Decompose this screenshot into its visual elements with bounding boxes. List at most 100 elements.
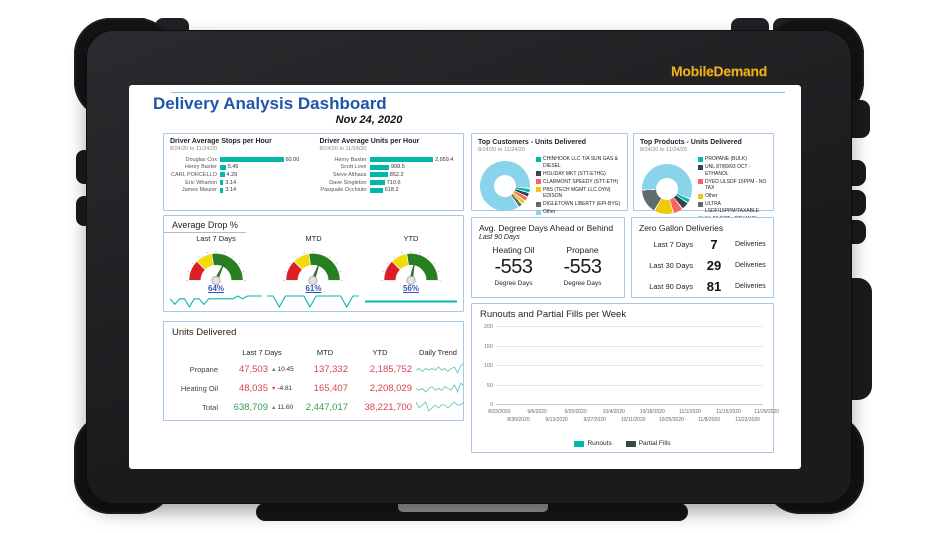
legend-item[interactable]: HOLIDAY MKT (STT-ETHG) [536, 171, 621, 178]
bar-value-label: 5.45 [227, 164, 239, 171]
gauge-value-link[interactable]: 56% [402, 284, 419, 293]
kpi-value: 7 [710, 236, 718, 252]
legend-swatch [536, 171, 541, 176]
gauge-dial[interactable]: 0 50 100 [273, 243, 353, 286]
legend-item[interactable]: UNL 87/89/93 OCT - ETHANOL [698, 164, 767, 177]
legend-item[interactable]: Runouts [574, 440, 612, 447]
bar[interactable] [369, 187, 383, 193]
legend-item[interactable]: Partial Fills [625, 440, 671, 447]
legend-label: Partial Fills [638, 440, 671, 447]
kpi-delta: ▲ 11.60 [268, 398, 302, 417]
stops-bar-chart: Douglas Cox 60.00 Henry Baxter 5.45 CARL POR… [170, 156, 308, 194]
y-axis-label: 150 [483, 343, 493, 350]
gauge-value-link[interactable]: 61% [305, 284, 322, 293]
gauge-value-link[interactable]: 64% [208, 284, 225, 293]
bar-plot-area: 0 50 100 150 200 [484, 324, 763, 408]
x-axis-label: 8/30/2020 [507, 417, 530, 423]
legend-item[interactable]: Other [536, 209, 621, 216]
gauge-dial[interactable]: 0 50 100 [371, 243, 451, 286]
legend-item[interactable]: ULTRA LSDF/15PPM/TAXABLE [698, 201, 767, 214]
bar-track: 2,959.4 [369, 157, 458, 163]
row-label: Total [202, 403, 218, 412]
svg-text:50: 50 [413, 258, 417, 262]
gauge[interactable]: YTD 0 50 100 56% [363, 234, 459, 308]
x-axis-label: 10/25/2020 [658, 417, 684, 423]
chart-title: Runouts and Partial Fills per Week [480, 309, 627, 320]
bar-row: Dave Singleton 710.6 [320, 179, 458, 187]
x-axis-label: 8/23/2020 [488, 409, 511, 415]
legend-item[interactable]: DYED ULSDF 15PPM - NO TAX [698, 179, 767, 192]
products-donut-chart[interactable] [642, 164, 692, 214]
bar[interactable] [220, 180, 224, 186]
delta-down-icon: ▼ [271, 385, 277, 392]
gauge-dial[interactable]: 0 50 100 [176, 243, 256, 286]
customers-donut-chart[interactable] [480, 160, 530, 211]
legend-swatch [698, 179, 703, 184]
kpi-row: Last 7 Days 7 Deliveries [639, 234, 766, 254]
daily-trend-sparkline [412, 361, 465, 379]
bar-track: 5.45 [220, 164, 308, 170]
bar[interactable] [369, 180, 385, 186]
kpi-ytd-value: 2,208,029 [369, 383, 412, 394]
bar[interactable] [220, 164, 226, 170]
kpi-row: Last 90 Days 81 Deliveries [639, 276, 766, 296]
chart-title: Average Drop % [172, 220, 238, 230]
legend-swatch [698, 164, 703, 170]
column-header: Daily Trend [419, 348, 457, 357]
kpi-delta: ▲ 10.45 [268, 360, 302, 379]
legend-swatch [536, 209, 541, 215]
bar-row: Scott Love 908.5 [320, 164, 458, 172]
legend-item[interactable]: PROPANE (BULK) [698, 156, 767, 163]
svg-text:100: 100 [236, 276, 242, 280]
legend-item[interactable]: CLARMONT SPEEDY (STT-ETH) [536, 179, 621, 186]
bar-value-label: 60.00 [285, 156, 300, 163]
bar-value-label: 908.5 [390, 164, 405, 171]
bar[interactable] [220, 157, 284, 163]
bar[interactable] [220, 187, 224, 193]
bar-category-label: James Maurer [181, 187, 217, 194]
kpi-last7-value: 638,709 [233, 402, 268, 413]
chart-subtitle: 8/24/20 to 11/24/20 [478, 147, 525, 153]
delta-value: 10.45 [277, 366, 294, 373]
bar-track: 852.2 [369, 172, 458, 178]
x-axis-label: 9/6/2020 [527, 409, 547, 415]
bar-track: 3.14 [220, 180, 308, 186]
legend-item[interactable]: Other [698, 193, 767, 200]
bar[interactable] [220, 172, 225, 178]
spacer [170, 348, 222, 360]
bar[interactable] [369, 164, 389, 170]
legend-label: ULTRA LSDF/15PPM/TAXABLE [705, 201, 760, 214]
donut-layout: PROPANE (BULK) UNL 87/89/93 OCT - ETHANOL… [640, 156, 767, 222]
bar-track: 4.29 [220, 172, 308, 178]
bar-value-label: 710.6 [386, 179, 401, 186]
bar-category-label: Eric Wharton [185, 179, 217, 186]
dashboard-date: Nov 24, 2020 [335, 114, 403, 126]
heating-oil-metric: Heating Oil -553 Degree Days [479, 245, 548, 287]
bar-category-label: Henry Baxter [334, 156, 367, 163]
svg-text:100: 100 [333, 276, 339, 280]
bar-row: James Maurer 3.14 [170, 186, 308, 194]
legend-item[interactable]: DIGLETOWN LIBERTY (EPI-BYG) [536, 201, 621, 208]
legend-item[interactable]: CHINHOOK LLC T/A SUN GAS & DIESEL [536, 156, 621, 169]
bar[interactable] [369, 157, 433, 163]
chart-title: Units Delivered [172, 327, 237, 338]
bar-track: 60.00 [220, 157, 308, 163]
metric-caption: Degree Days [494, 280, 533, 287]
gauge-needle [311, 258, 322, 282]
bar-category-label: Henry Baxter [184, 164, 217, 171]
dock-base [256, 503, 688, 521]
legend-swatch [536, 187, 541, 192]
legend-item[interactable]: PBS (TECH MGMT LLC DYN) EDISON [536, 187, 621, 200]
bar-row: Steve Althaus 852.2 [320, 171, 458, 179]
x-axis: 8/23/2020 8/30/2020 9/6/2020 9/13/2020 9/20/… [488, 407, 779, 425]
legend-label: CHINHOOK LLC T/A SUN GAS & DIESEL [543, 156, 618, 169]
gauge[interactable]: Last 7 Days 0 50 100 64% [168, 234, 264, 308]
chart-title: Driver Average Units per Hour [319, 138, 420, 145]
delta-value: 11.60 [277, 404, 294, 411]
x-axis-label: 10/4/2020 [602, 409, 625, 415]
kpi-caption: Deliveries [735, 282, 766, 290]
driver-stops-chart: Driver Average Stops per Hour 8/24/20 to… [164, 134, 314, 210]
gauge[interactable]: MTD 0 50 100 61% [265, 234, 361, 308]
x-axis-label: 9/27/2020 [583, 417, 606, 423]
bar[interactable] [369, 172, 388, 178]
